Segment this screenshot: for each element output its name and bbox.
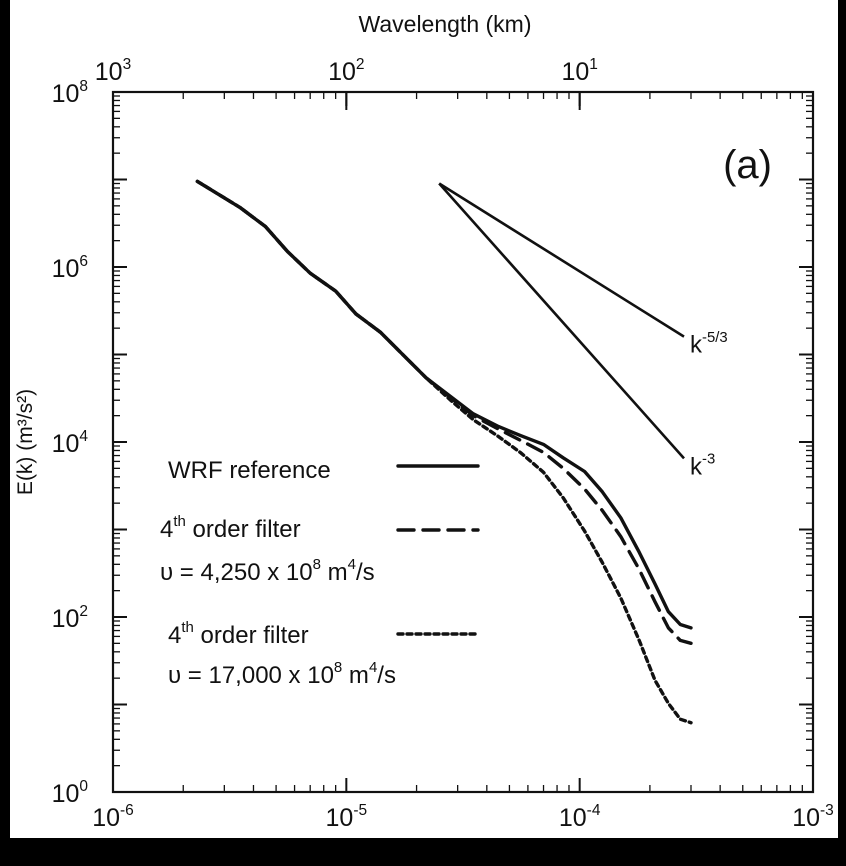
top-tick-label: 103: [95, 56, 131, 86]
figure-panel: [10, 0, 838, 838]
reference-slope-label: k-5/3: [690, 330, 728, 359]
top-tick-label-base: 10: [328, 58, 356, 86]
x-tick-label-exp: -6: [120, 802, 134, 819]
y-tick-label: 102: [52, 603, 88, 633]
legend-parameter-unit-exp: 4: [369, 659, 377, 676]
legend-parameter-exp: 8: [313, 556, 321, 573]
legend-order-suffix: th: [181, 619, 194, 636]
y-tick-label: 100: [52, 778, 89, 808]
legend-parameter-value: υ = 17,000 x 10: [168, 662, 334, 689]
axis-ticks: [112, 92, 813, 793]
top-tick-label-exp: 1: [589, 56, 598, 73]
reference-slope-label-exp: -3: [702, 452, 715, 468]
y-tick-label: 106: [52, 253, 88, 283]
legend-label-dotted: 4th order filter: [168, 619, 309, 649]
top-tick-label-exp: 2: [356, 56, 365, 73]
legend-parameter-unit: m: [321, 559, 348, 586]
reference-slope-line: [438, 182, 685, 338]
legend-order-suffix: th: [173, 513, 186, 530]
x-tick-label-base: 10: [326, 804, 354, 832]
top-tick-label: 102: [328, 56, 364, 86]
x-tick-label-base: 10: [792, 804, 820, 832]
reference-slope-label: k-3: [690, 452, 715, 481]
y-tick-label-exp: 0: [79, 778, 88, 795]
y-tick-label-base: 10: [52, 605, 80, 633]
x-tick-label-exp: -4: [587, 802, 601, 819]
x-tick-label-base: 10: [559, 804, 587, 832]
legend-parameter-unit: m: [342, 662, 369, 689]
reference-slope-label-exp: -5/3: [702, 330, 728, 346]
legend-order-text: order filter: [194, 622, 309, 649]
y-tick-label-exp: 2: [79, 603, 88, 620]
legend-parameter-dotted: υ = 17,000 x 108 m4/s: [168, 659, 396, 689]
legend-parameter-exp: 8: [334, 659, 342, 676]
legend-parameter-tail: /s: [356, 559, 375, 586]
panel-label: (a): [723, 143, 772, 187]
y-tick-label-exp: 6: [79, 253, 88, 270]
y-tick-label: 104: [52, 428, 89, 458]
y-tick-label: 108: [52, 78, 88, 108]
spectrum-curve-dotted: [195, 179, 693, 725]
x-tick-label-exp: -5: [353, 802, 367, 819]
top-tick-label-base: 10: [95, 58, 123, 86]
x-tick-label: 10-5: [326, 802, 368, 832]
y-tick-label-base: 10: [52, 255, 80, 283]
y-tick-label-exp: 4: [79, 428, 88, 445]
legend-order-text: order filter: [186, 516, 301, 543]
legend-parameter-dashed: υ = 4,250 x 108 m4/s: [160, 556, 375, 586]
reference-slope-lines: k-5/3k-3: [438, 182, 728, 481]
top-tick-label-exp: 3: [123, 56, 132, 73]
reference-slope-label-base: k: [690, 453, 703, 480]
legend-parameter-value: υ = 4,250 x 10: [160, 559, 313, 586]
spectrum-curves: [195, 179, 693, 725]
legend-parameter-unit-exp: 4: [348, 556, 356, 573]
top-tick-label-base: 10: [561, 58, 589, 86]
legend-order-number: 4: [168, 622, 181, 649]
y-tick-label-base: 10: [52, 430, 80, 458]
x-tick-label-base: 10: [92, 804, 120, 832]
legend-parameter-tail: /s: [377, 662, 396, 689]
legend-label-dashed: 4th order filter: [160, 513, 301, 543]
x-tick-label-exp: -3: [820, 802, 834, 819]
x-tick-label: 10-4: [559, 802, 601, 832]
y-tick-label-base: 10: [52, 780, 80, 808]
reference-slope-label-base: k: [690, 332, 703, 359]
top-tick-label: 101: [561, 56, 597, 86]
top-axis-label: Wavelength (km): [359, 11, 532, 37]
x-tick-label: 10-6: [92, 802, 134, 832]
y-tick-label-exp: 8: [79, 78, 88, 95]
y-axis-label: E(k) (m³/s²): [14, 389, 37, 495]
reference-slope-line: [438, 182, 685, 460]
y-tick-label-base: 10: [52, 80, 80, 108]
x-tick-label: 10-3: [792, 802, 834, 832]
legend-label-solid: WRF reference: [168, 457, 331, 484]
legend-order-number: 4: [160, 516, 173, 543]
